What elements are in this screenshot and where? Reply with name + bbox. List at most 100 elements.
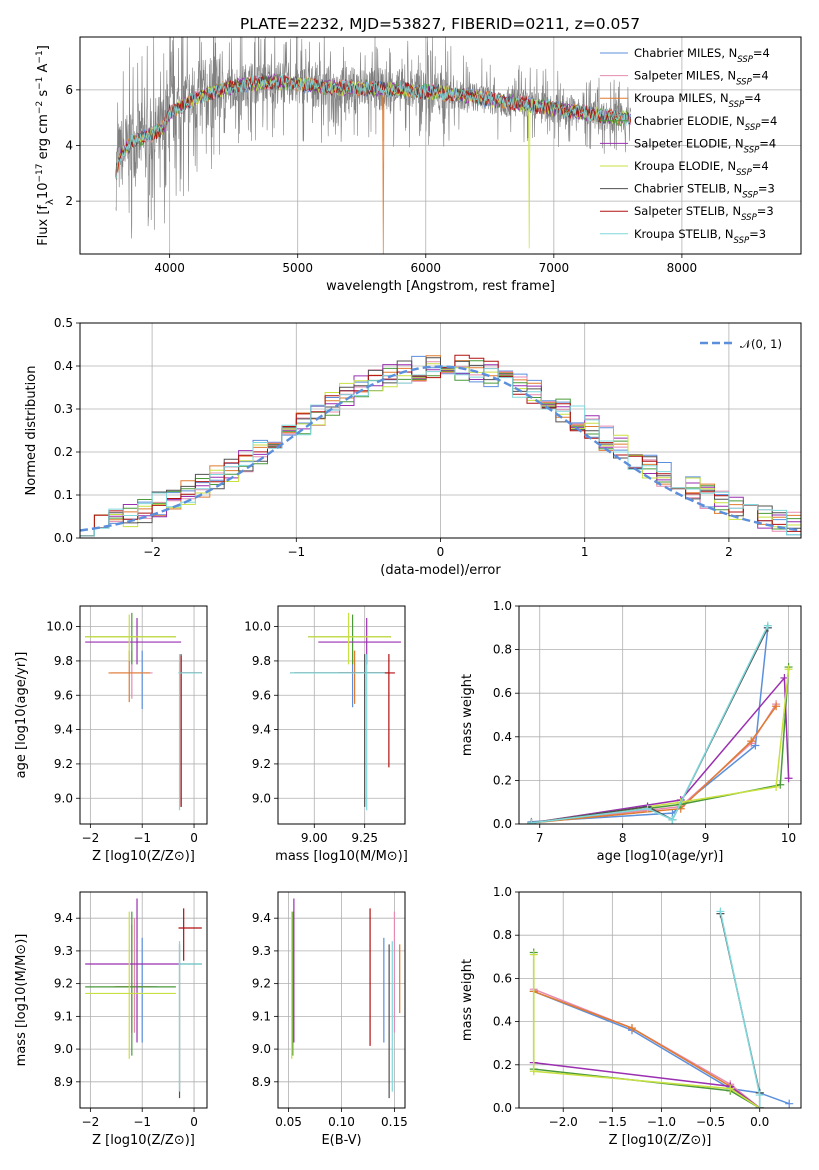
legend-n: =3 <box>757 204 774 218</box>
x-tick-label: −2 <box>143 545 161 559</box>
legend-entry: Salpeter ELODIE, NSSP=4 <box>634 136 776 155</box>
y-tick-label: 9.4 <box>54 723 73 737</box>
legend-name: Kroupa MILES, N <box>634 91 729 105</box>
series-salpeter_miles <box>533 988 761 1108</box>
y-axis-label-part: −2 <box>35 101 45 114</box>
marker-kroupa_miles <box>772 702 781 711</box>
x-tick-label: −1 <box>287 545 305 559</box>
legend-name: Kroupa ELODIE, N <box>634 159 736 173</box>
y-tick-label: 9.3 <box>54 944 73 958</box>
x-tick-label: 7 <box>536 831 544 845</box>
x-tick-label: 5000 <box>282 261 313 275</box>
x-tick-label: 0.0 <box>750 1115 769 1129</box>
x-tick-label: −0.5 <box>696 1115 725 1129</box>
y-axis-label-part: 10 <box>36 183 51 200</box>
marker-salpeter_elodie <box>784 774 793 783</box>
plot-area <box>115 37 632 254</box>
x-tick-label: 1 <box>581 545 589 559</box>
x-axis-label: mass [log10(M/M⊙)] <box>275 849 408 864</box>
axes-frame <box>79 891 208 1109</box>
y-axis-label-part: Flux [f <box>36 205 51 246</box>
x-tick-label: 0 <box>190 831 198 845</box>
grid <box>278 892 405 1108</box>
panel-weight_vs_age: 7 8 9 10 0.0 0.2 0.4 0.6 0.8 1.0 age [log10(age/yr… <box>460 599 802 864</box>
y-axis-label: mass weight <box>460 959 475 1041</box>
series-salpeter_elodie <box>533 1061 761 1108</box>
legend-n: =3 <box>749 227 766 241</box>
y-tick-label: 9.2 <box>54 977 73 991</box>
x-tick-label: 10 <box>781 831 796 845</box>
marker-kroupa_elodie <box>772 782 781 791</box>
plot-area <box>85 612 202 811</box>
grid <box>80 322 801 539</box>
grid <box>519 891 801 1109</box>
panel-residuals: −2 −1 0 1 2 0.0 0.1 0.2 0.3 0.4 0.5 (data-model)/er… <box>24 316 802 578</box>
legend-entry: Chabrier MILES, NSSP=4 <box>634 46 770 65</box>
marker-kroupa_stelib <box>643 804 652 813</box>
legend-sub: SSP <box>736 168 752 178</box>
x-tick-label: −1.5 <box>598 1115 627 1129</box>
legend-n: =4 <box>753 46 770 60</box>
marker-kroupa_miles <box>747 737 756 746</box>
marker-kroupa_elodie <box>726 1084 735 1093</box>
x-tick-label: 0.05 <box>275 1115 302 1129</box>
legend-sub: SSP <box>736 78 752 88</box>
y-tick-label: 0.0 <box>493 817 512 831</box>
y-tick-label: 9.1 <box>54 1009 73 1023</box>
x-tick-label: 9 <box>702 831 710 845</box>
plot-area <box>290 612 401 811</box>
panel-age_vs_Z: −2 −1 0 9.0 9.2 9.4 9.6 9.8 10.0 Z [log10(Z/Z⊙)] a… <box>14 605 208 864</box>
y-tick-label: 2 <box>65 194 73 208</box>
marker-kroupa_miles <box>627 1024 636 1033</box>
y-tick-label: 8.9 <box>54 1075 73 1089</box>
y-axis-label-part: A <box>36 63 51 76</box>
plot-area <box>80 354 801 537</box>
y-tick-label: 9.8 <box>252 654 271 668</box>
plot-area <box>527 621 793 824</box>
series-kroupa_stelib <box>531 625 769 824</box>
y-tick-label: 9.0 <box>54 791 73 805</box>
x-tick-label: −2.0 <box>549 1115 578 1129</box>
axes-frame <box>79 322 802 539</box>
x-axis-label: E(B-V) <box>321 1133 361 1148</box>
x-tick-label: −1 <box>133 831 151 845</box>
y-tick-label: 10.0 <box>244 620 271 634</box>
y-tick-label: 0.4 <box>493 1015 512 1029</box>
legend-name: Salpeter ELODIE, N <box>634 136 744 150</box>
y-tick-label: 9.2 <box>54 757 73 771</box>
y-axis-label-part: −1 <box>35 50 45 63</box>
figure-title: PLATE=2232, MJD=53827, FIBERID=0211, z=0… <box>240 15 640 33</box>
axes-frame <box>277 891 406 1109</box>
legend-n: =4 <box>760 114 777 128</box>
y-tick-label: 0.0 <box>493 1101 512 1115</box>
x-tick-label: −2 <box>82 1115 100 1129</box>
x-tick-label: 8 <box>619 831 627 845</box>
legend-sub: SSP <box>741 213 757 223</box>
marker-kroupa_elodie <box>784 665 793 674</box>
y-tick-label: 0.8 <box>493 643 512 657</box>
series-salpeter_elodie <box>531 675 790 824</box>
y-tick-label: 0.8 <box>493 928 512 942</box>
x-axis-label: Z [log10(Z/Z⊙)] <box>92 1133 195 1148</box>
y-axis-label-part: λ <box>45 199 56 205</box>
marker-kroupa_stelib <box>755 1091 764 1100</box>
plot-area <box>529 907 794 1108</box>
y-tick-label: 9.1 <box>252 1009 271 1023</box>
y-tick-label: 0.4 <box>54 359 73 373</box>
marker-kroupa_stelib <box>755 1104 764 1108</box>
legend-n: =4 <box>752 159 769 173</box>
legend-entry: Kroupa STELIB, NSSP=3 <box>634 227 766 246</box>
panel-mass_vs_Z: −2 −1 0 8.9 9.0 9.1 9.2 9.3 9.4 Z [log10(Z/Z⊙)] ma… <box>14 891 208 1148</box>
legend-name: Kroupa STELIB, N <box>634 227 734 241</box>
plot-area <box>85 898 202 1099</box>
histogram-kroupa_stelib <box>80 366 801 537</box>
axes-frame <box>518 605 802 825</box>
y-tick-label: 0.0 <box>54 531 73 545</box>
y-tick-label: 0.5 <box>54 316 73 330</box>
y-tick-label: 9.6 <box>252 688 271 702</box>
legend-n: =4 <box>744 91 761 105</box>
y-tick-label: 9.2 <box>252 757 271 771</box>
marker-kroupa_elodie <box>529 1067 538 1076</box>
legend-sub: SSP <box>737 55 753 65</box>
